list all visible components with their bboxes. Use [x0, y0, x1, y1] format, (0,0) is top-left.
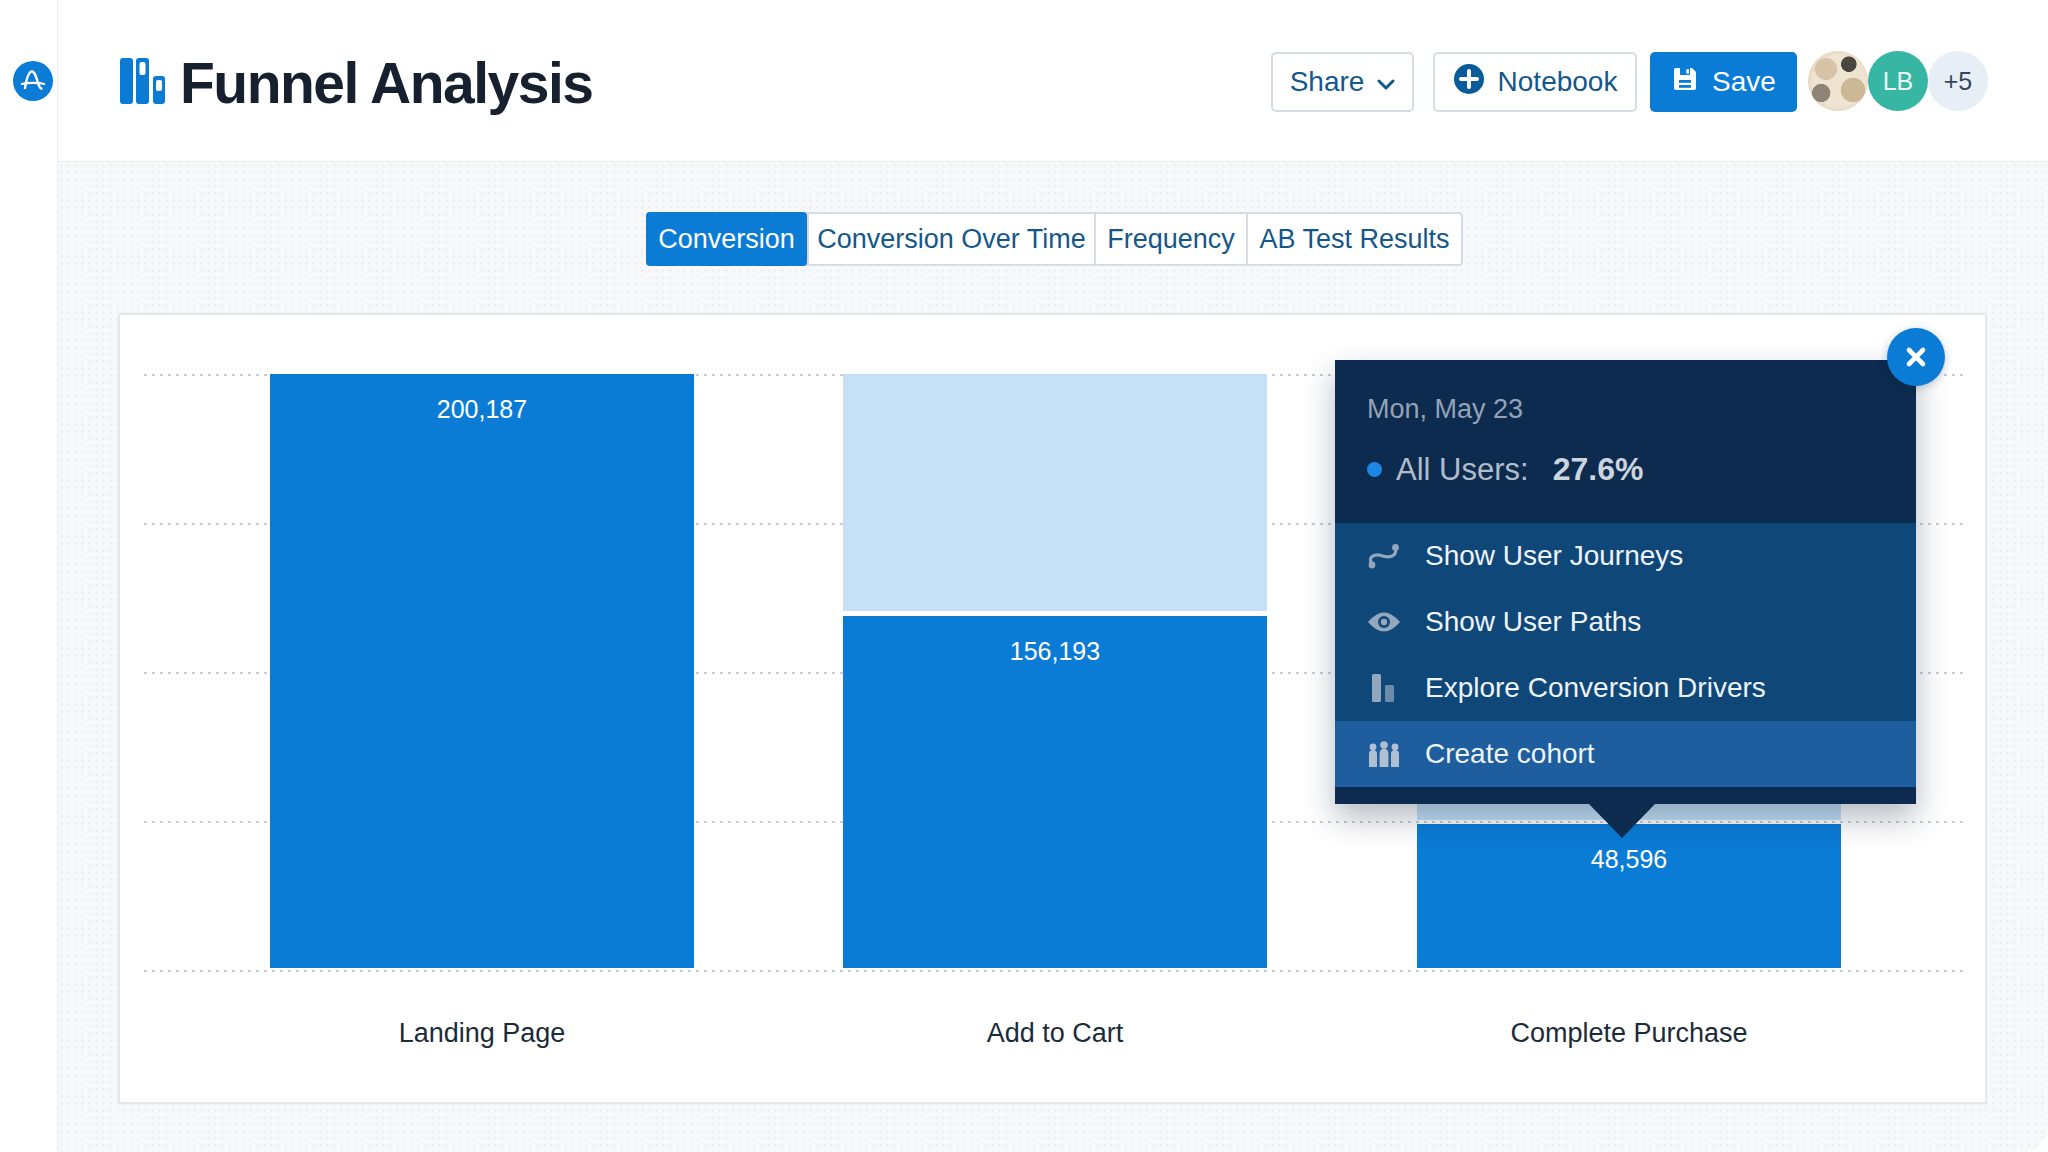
save-button-label: Save — [1712, 66, 1776, 98]
funnel-chart-icon — [120, 57, 166, 105]
header: Funnel Analysis Share Notebook — [58, 0, 2048, 162]
left-rail — [0, 0, 58, 1152]
bar-landing-page[interactable]: 200,187 — [270, 374, 694, 968]
share-button-label: Share — [1290, 66, 1365, 98]
menu-item-label: Explore Conversion Drivers — [1425, 672, 1766, 704]
eye-icon — [1365, 606, 1403, 638]
gridline — [144, 970, 1965, 972]
tooltip-menu: Show User Journeys Show User Paths — [1335, 523, 1916, 787]
share-button[interactable]: Share — [1271, 52, 1414, 112]
tab-conversion-over-time[interactable]: Conversion Over Time — [807, 214, 1094, 264]
bar-value-label: 156,193 — [843, 616, 1267, 666]
tooltip-series-label: All Users: — [1396, 452, 1529, 488]
avatar-overflow-count[interactable]: +5 — [1928, 51, 1988, 111]
menu-item-show-user-journeys[interactable]: Show User Journeys — [1335, 523, 1916, 589]
menu-item-label: Show User Paths — [1425, 606, 1641, 638]
avatar-initials-label: LB — [1883, 67, 1914, 96]
tab-ab-test-results[interactable]: AB Test Results — [1246, 214, 1461, 264]
avatar-photo[interactable] — [1808, 51, 1868, 111]
amplitude-logo-icon[interactable] — [13, 61, 53, 101]
category-label-add-to-cart: Add to Cart — [843, 1015, 1267, 1051]
tooltip-pointer — [1589, 804, 1655, 838]
save-floppy-icon — [1671, 65, 1699, 100]
tooltip-conversion-value: 27.6% — [1553, 451, 1644, 488]
category-label-landing-page: Landing Page — [270, 1015, 694, 1051]
bar-complete-purchase[interactable]: 48,596 — [1417, 824, 1841, 968]
menu-item-label: Show User Journeys — [1425, 540, 1683, 572]
close-icon[interactable] — [1887, 328, 1945, 386]
avatar-initials[interactable]: LB — [1868, 51, 1928, 111]
menu-item-create-cohort[interactable]: Create cohort — [1335, 721, 1916, 787]
bar-add-to-cart-remainder[interactable] — [843, 374, 1267, 611]
chevron-down-icon — [1377, 66, 1395, 98]
save-button[interactable]: Save — [1650, 52, 1797, 112]
app-window: Funnel Analysis Share Notebook — [0, 0, 2048, 1152]
bar-value-label: 200,187 — [270, 374, 694, 424]
page-title: Funnel Analysis — [180, 50, 593, 116]
bar-add-to-cart[interactable]: 156,193 — [843, 616, 1267, 968]
notebook-button[interactable]: Notebook — [1433, 52, 1637, 112]
content-area: Conversion Conversion Over Time Frequenc… — [58, 162, 2048, 1152]
tab-conversion[interactable]: Conversion — [646, 212, 807, 266]
avatar-overflow-label: +5 — [1944, 67, 1973, 96]
menu-item-label: Create cohort — [1425, 738, 1595, 770]
funnel-chart-card: 200,187 156,193 48,596 Landing Page Add … — [118, 313, 1987, 1104]
series-color-dot — [1367, 462, 1382, 477]
tooltip-summary: Mon, May 23 All Users: 27.6% — [1335, 360, 1916, 488]
view-tabs: Conversion Conversion Over Time Frequenc… — [646, 212, 1463, 266]
datapoint-tooltip: Mon, May 23 All Users: 27.6% — [1335, 360, 1916, 804]
people-icon — [1365, 738, 1403, 770]
bar-chart-icon — [1365, 672, 1403, 704]
menu-item-explore-conversion-drivers[interactable]: Explore Conversion Drivers — [1335, 655, 1916, 721]
plus-circle-icon — [1453, 63, 1485, 102]
notebook-button-label: Notebook — [1498, 66, 1618, 98]
tab-frequency[interactable]: Frequency — [1094, 214, 1246, 264]
category-label-complete-purchase: Complete Purchase — [1417, 1015, 1841, 1051]
tooltip-date: Mon, May 23 — [1367, 394, 1884, 425]
menu-item-show-user-paths[interactable]: Show User Paths — [1335, 589, 1916, 655]
journey-icon — [1365, 540, 1403, 572]
